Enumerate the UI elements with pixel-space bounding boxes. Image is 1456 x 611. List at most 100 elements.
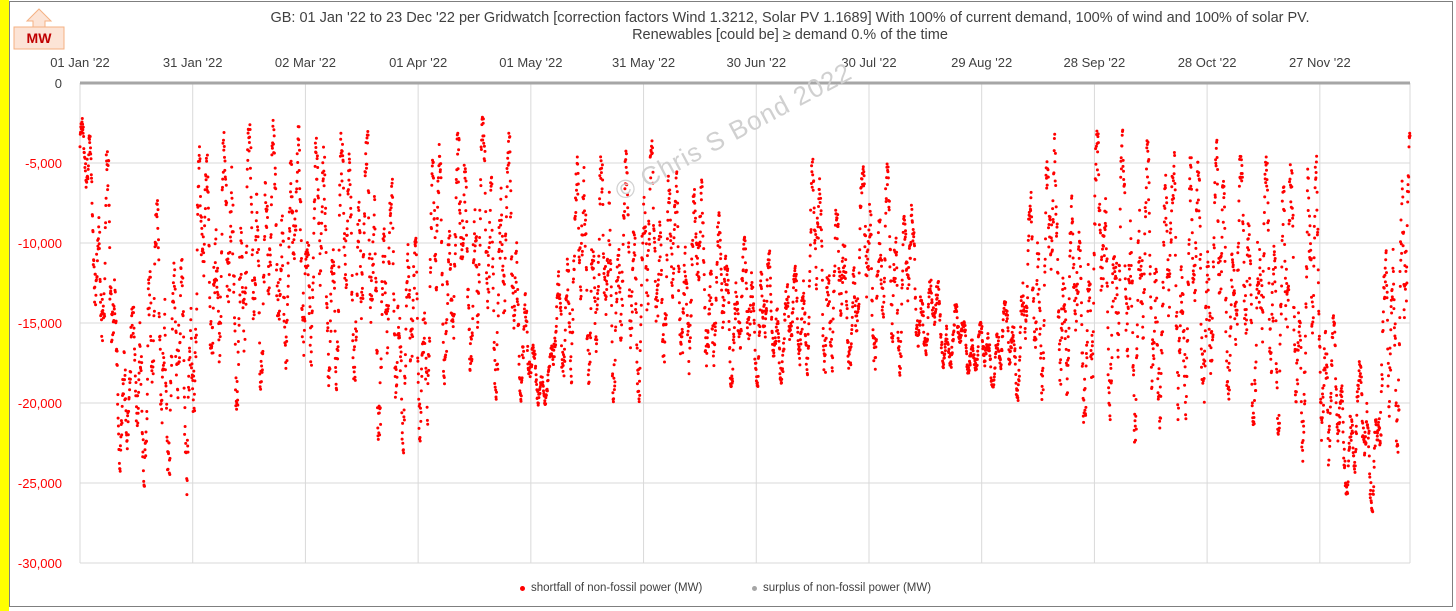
- data-point-shortfall: [1104, 210, 1108, 214]
- data-point-shortfall: [1197, 171, 1201, 175]
- data-point-shortfall: [137, 390, 141, 394]
- data-point-shortfall: [471, 317, 475, 321]
- data-point-shortfall: [478, 217, 482, 221]
- data-point-shortfall: [1072, 262, 1076, 266]
- data-point-shortfall: [680, 327, 684, 331]
- data-point-shortfall: [802, 299, 806, 303]
- data-point-shortfall: [1119, 156, 1123, 160]
- data-point-shortfall: [155, 215, 159, 219]
- data-point-shortfall: [609, 285, 613, 289]
- data-point-shortfall: [1016, 388, 1020, 392]
- data-point-shortfall: [870, 267, 873, 271]
- data-point-shortfall: [552, 348, 556, 352]
- data-point-shortfall: [1056, 271, 1060, 275]
- data-point-shortfall: [476, 313, 480, 317]
- data-point-shortfall: [606, 273, 610, 277]
- data-point-shortfall: [765, 309, 769, 313]
- data-point-shortfall: [1081, 351, 1085, 355]
- data-point-shortfall: [513, 308, 517, 312]
- data-point-shortfall: [552, 355, 556, 359]
- data-point-shortfall: [1043, 257, 1047, 261]
- data-point-shortfall: [320, 210, 324, 214]
- data-point-shortfall: [1258, 266, 1262, 270]
- data-point-shortfall: [222, 138, 225, 142]
- data-point-shortfall: [240, 241, 244, 245]
- data-point-shortfall: [242, 349, 246, 353]
- data-point-shortfall: [885, 162, 889, 166]
- data-point-shortfall: [110, 338, 114, 342]
- data-point-shortfall: [1266, 188, 1269, 192]
- data-point-shortfall: [1254, 343, 1258, 347]
- data-point-shortfall: [869, 223, 872, 227]
- data-point-shortfall: [1096, 141, 1100, 145]
- data-point-shortfall: [1317, 337, 1321, 341]
- data-point-shortfall: [1113, 255, 1116, 259]
- data-point-shortfall: [231, 203, 235, 207]
- data-point-shortfall: [1263, 172, 1267, 176]
- data-point-shortfall: [1095, 129, 1099, 133]
- data-point-shortfall: [657, 238, 661, 241]
- data-point-shortfall: [89, 157, 93, 161]
- data-point-shortfall: [353, 365, 357, 369]
- data-point-shortfall: [245, 244, 249, 248]
- data-point-shortfall: [1256, 240, 1259, 244]
- data-point-shortfall: [1059, 382, 1063, 386]
- data-point-shortfall: [1125, 311, 1129, 315]
- data-point-shortfall: [1280, 284, 1284, 288]
- data-point-shortfall: [1156, 343, 1159, 347]
- data-point-shortfall: [420, 367, 423, 371]
- data-point-shortfall: [1283, 259, 1287, 263]
- data-point-shortfall: [827, 279, 831, 283]
- data-point-shortfall: [869, 213, 873, 217]
- data-point-shortfall: [1263, 195, 1267, 199]
- data-point-shortfall: [348, 161, 352, 165]
- data-point-shortfall: [228, 235, 232, 239]
- data-point-shortfall: [1301, 419, 1305, 423]
- data-point-shortfall: [356, 222, 360, 226]
- data-point-shortfall: [294, 224, 298, 228]
- data-point-shortfall: [1159, 394, 1163, 398]
- data-point-shortfall: [740, 294, 744, 298]
- data-point-shortfall: [130, 314, 134, 318]
- data-point-shortfall: [379, 357, 383, 361]
- data-point-shortfall: [825, 285, 829, 289]
- data-point-shortfall: [1261, 340, 1265, 344]
- data-point-shortfall: [1000, 349, 1004, 353]
- data-point-shortfall: [195, 292, 199, 296]
- data-point-shortfall: [1320, 421, 1324, 424]
- data-point-shortfall: [1018, 346, 1022, 350]
- data-point-shortfall: [745, 321, 749, 324]
- data-point-shortfall: [830, 337, 834, 341]
- data-point-shortfall: [180, 284, 184, 288]
- data-point-shortfall: [496, 367, 500, 371]
- data-point-shortfall: [672, 271, 675, 275]
- data-point-shortfall: [309, 350, 313, 354]
- data-point-shortfall: [702, 247, 706, 251]
- data-point-shortfall: [881, 312, 885, 316]
- data-point-shortfall: [626, 206, 630, 210]
- data-point-shortfall: [110, 313, 114, 317]
- data-point-shortfall: [1227, 397, 1231, 401]
- data-point-shortfall: [152, 309, 156, 313]
- data-point-shortfall: [1207, 277, 1211, 281]
- data-point-shortfall: [655, 292, 659, 295]
- data-point-shortfall: [1131, 331, 1135, 335]
- data-point-shortfall: [1203, 349, 1207, 353]
- data-point-shortfall: [409, 358, 412, 362]
- data-point-shortfall: [362, 253, 366, 256]
- data-point-shortfall: [247, 141, 251, 144]
- data-point-shortfall: [291, 210, 295, 214]
- data-point-shortfall: [367, 238, 371, 242]
- data-point-shortfall: [583, 222, 587, 226]
- data-point-shortfall: [611, 400, 615, 404]
- data-point-shortfall: [713, 325, 717, 329]
- data-point-shortfall: [731, 338, 735, 342]
- data-point-shortfall: [1069, 241, 1073, 245]
- data-point-shortfall: [1303, 370, 1307, 374]
- data-point-shortfall: [609, 262, 613, 266]
- data-point-shortfall: [1301, 448, 1305, 452]
- data-point-shortfall: [422, 336, 426, 340]
- data-point-shortfall: [1104, 247, 1108, 251]
- data-point-shortfall: [660, 268, 663, 272]
- data-point-shortfall: [288, 206, 292, 210]
